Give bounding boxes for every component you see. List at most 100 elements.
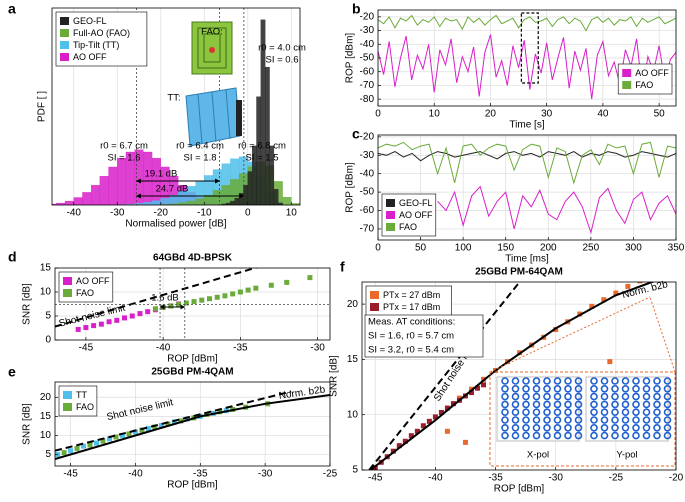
y-tick-label: 10 <box>347 409 359 420</box>
x-tick-label: -20 <box>154 208 169 219</box>
constellation-point <box>574 384 583 393</box>
scatter-point <box>61 450 67 456</box>
scatter-point <box>408 433 414 439</box>
x-tick-label: 50 <box>415 243 427 254</box>
panel-label: f <box>340 259 345 275</box>
scatter-point <box>183 300 189 306</box>
scatter-point <box>589 303 595 309</box>
legend-label: AO OFF <box>635 68 669 78</box>
y-tick-label: 20 <box>40 392 52 403</box>
scatter-point <box>132 429 138 435</box>
scatter-point <box>94 440 100 446</box>
constellation-point <box>590 423 598 432</box>
y-tick-label: -20 <box>360 131 375 142</box>
x-tick-label: -25 <box>609 473 624 484</box>
constellation-point <box>611 416 619 424</box>
scatter-point <box>601 297 607 303</box>
panel-label: c <box>352 126 360 142</box>
panel-label: a <box>8 1 16 17</box>
scatter-point <box>268 282 274 288</box>
annotation: 1.6 dB <box>151 293 178 304</box>
constellation-point <box>553 431 562 440</box>
constellation-point <box>653 431 661 440</box>
constellation-point <box>590 384 598 393</box>
constellation-point <box>553 377 562 385</box>
histogram-bar <box>221 185 231 205</box>
y-tick-label: -30 <box>360 150 375 161</box>
constellation-point <box>501 377 509 385</box>
scatter-point <box>481 382 487 388</box>
legend-label: AO OFF <box>76 276 110 286</box>
constellation-point <box>642 423 651 432</box>
constellation-point <box>653 400 661 409</box>
constellation-point <box>621 384 630 393</box>
reference-line <box>55 394 330 461</box>
constellation-inset <box>489 296 676 467</box>
highlight-box <box>520 12 539 84</box>
constellation-point <box>632 431 640 440</box>
constellation-point <box>543 423 551 432</box>
scatter-point <box>625 283 631 289</box>
constellation-point <box>653 377 661 385</box>
y-tick-label: -70 <box>360 224 375 235</box>
scatter-point <box>122 315 128 321</box>
constellation-point <box>522 408 530 417</box>
constellation-point <box>642 384 651 393</box>
mirror-illustration <box>185 21 242 147</box>
constellation-point <box>632 400 640 409</box>
histogram-bar <box>234 197 240 205</box>
scatter-point <box>106 436 112 442</box>
constellation-point <box>632 392 640 401</box>
constellation-point <box>522 392 530 401</box>
legend-label: PTx = 27 dBm <box>383 290 440 300</box>
scatter-point <box>607 359 613 365</box>
scatter-point <box>184 416 190 422</box>
series-line <box>378 141 676 185</box>
annotation: X-pol <box>527 450 549 461</box>
scatter-point <box>237 289 243 295</box>
constellation-point <box>632 416 640 424</box>
x-tick-label: 50 <box>654 109 666 120</box>
constellation-point <box>663 377 672 385</box>
constellation-point <box>501 400 509 409</box>
x-tick-label: 0 <box>245 208 251 219</box>
constellation-point <box>590 392 598 401</box>
y-tick-label: 5 <box>45 311 51 322</box>
x-axis-label: Normalised power [dB] <box>125 219 226 230</box>
scatter-point <box>420 423 426 429</box>
constellation-point <box>632 408 640 417</box>
histogram-bar <box>151 200 161 205</box>
y-axis-label: SNR [dB] <box>22 403 33 445</box>
constellation-point <box>600 392 609 401</box>
constellation-point <box>543 408 551 417</box>
reference-line <box>55 390 292 452</box>
legend-label: GEO-FL <box>399 198 433 208</box>
x-tick-label: 250 <box>583 243 600 254</box>
constellation-point <box>532 416 541 424</box>
scatter-point <box>307 275 313 281</box>
constellation-point <box>600 377 609 385</box>
legend-box <box>365 285 452 317</box>
series-line <box>378 14 676 32</box>
constellation-point <box>611 392 619 401</box>
x-tick-label: -45 <box>63 469 78 480</box>
plot-frame <box>361 281 677 471</box>
x-tick-label: -25 <box>323 469 338 480</box>
constellation-point <box>611 377 619 385</box>
constellation-point <box>532 423 541 432</box>
scatter-point <box>178 418 184 424</box>
constellation-point <box>564 400 572 409</box>
scatter-point <box>74 445 80 451</box>
x-axis-label: ROP [dBm] <box>494 484 545 495</box>
histogram-bar <box>169 194 179 205</box>
constellation-point <box>632 384 640 393</box>
constellation-point <box>642 392 651 401</box>
histogram-bar <box>247 171 253 205</box>
constellation-point <box>642 400 651 409</box>
x-tick-label: 300 <box>625 243 642 254</box>
constellation-point <box>564 423 572 432</box>
histogram-bar <box>117 157 127 205</box>
annotation: Y-pol <box>616 450 637 461</box>
reference-line <box>368 282 655 470</box>
